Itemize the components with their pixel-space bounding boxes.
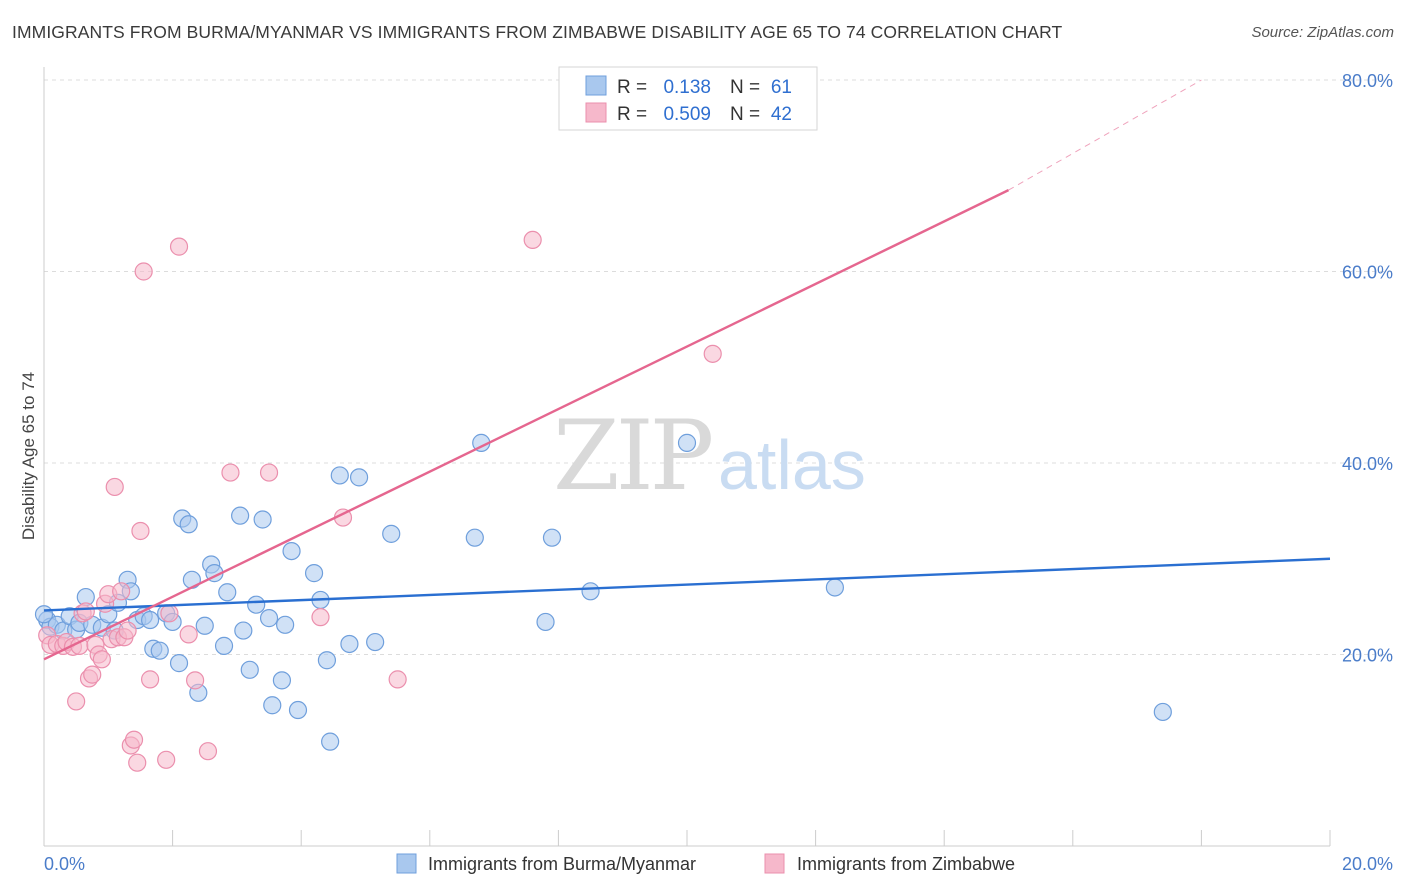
legend-r-label-zimbabwe: R = [617, 104, 647, 125]
legend-n-value-zimbabwe: 42 [771, 104, 792, 125]
zimbabwe-point [128, 753, 147, 772]
burma-point [140, 610, 160, 630]
burma-point [465, 528, 484, 547]
source-credit: Source: ZipAtlas.com [1251, 24, 1394, 41]
series-legend-swatch-burma [396, 853, 417, 874]
burma-point [214, 636, 234, 655]
burma-point [330, 466, 349, 485]
burma-point [272, 671, 292, 690]
legend-n-value-burma: 61 [771, 77, 792, 98]
burma-point [240, 660, 259, 679]
legend-swatch-zimbabwe [585, 102, 607, 123]
burma-point [234, 621, 253, 640]
burma-point [276, 615, 295, 634]
burma-point [218, 583, 237, 602]
zimbabwe-point [124, 730, 144, 749]
zimbabwe-trend-line [43, 189, 1010, 661]
y-tick-label: 60.0% [1342, 263, 1393, 283]
burma-point [259, 609, 279, 628]
burma-point [263, 696, 282, 715]
burma-point [231, 506, 250, 525]
x-tick-label: 20.0% [1342, 854, 1393, 874]
series-legend-label-burma: Immigrants from Burma/Myanmar [428, 854, 696, 874]
watermark: ZIP atlas [553, 400, 866, 512]
zimbabwe-point [157, 750, 176, 769]
correlation-legend: R = 0.138 N = 61 R = 0.509 N = 42 [558, 66, 818, 131]
zimbabwe-point [259, 463, 279, 482]
zimbabwe-point [179, 625, 198, 644]
watermark-zip: ZIP [553, 400, 712, 512]
x-tick-labels: 0.0% 20.0% [44, 854, 1393, 874]
burma-point [1153, 702, 1172, 722]
burma-point [195, 616, 214, 635]
y-tick-label: 80.0% [1342, 71, 1393, 91]
burma-point [321, 732, 340, 751]
burma-point [150, 641, 169, 660]
zimbabwe-point [140, 670, 160, 689]
burma-point [349, 468, 369, 487]
burma-point [282, 541, 301, 561]
zimbabwe-point [67, 692, 86, 711]
chart-title: IMMIGRANTS FROM BURMA/MYANMAR VS IMMIGRA… [12, 22, 1063, 42]
y-tick-label: 20.0% [1342, 646, 1393, 666]
burma-point [304, 564, 324, 583]
burma-point [317, 651, 337, 670]
series-legend-swatch-zimbabwe [764, 853, 785, 874]
zimbabwe-point [311, 608, 330, 627]
burma-trend-line [43, 557, 1331, 612]
burma-point [179, 515, 198, 534]
series-legend: Immigrants from Burma/Myanmar Immigrants… [396, 853, 1015, 874]
y-tick-labels: 20.0% 40.0% 60.0% 80.0% [1342, 71, 1393, 666]
zimbabwe-point [160, 604, 179, 623]
burma-point [366, 632, 385, 652]
burma-point [382, 524, 401, 543]
zimbabwe-point [76, 602, 95, 621]
zimbabwe-point [134, 262, 153, 281]
zimbabwe-point [221, 463, 240, 482]
zimbabwe-point [388, 670, 407, 689]
x-tick-label: 0.0% [44, 854, 85, 874]
y-axis-label: Disability Age 65 to 74 [19, 372, 38, 540]
legend-n-label-zimbabwe: N = [730, 104, 760, 125]
zimbabwe-point [118, 621, 137, 640]
burma-point [288, 700, 308, 720]
burma-point [253, 510, 272, 529]
legend-r-value-zimbabwe: 0.509 [663, 104, 711, 125]
burma-point [825, 578, 844, 597]
grid-layer [44, 79, 1392, 655]
zimbabwe-point [703, 344, 722, 363]
series-legend-label-zimbabwe: Immigrants from Zimbabwe [797, 854, 1015, 874]
burma-point [247, 595, 266, 614]
legend-n-label-burma: N = [730, 77, 760, 98]
burma-point [536, 612, 555, 632]
zimbabwe-point [198, 742, 218, 761]
watermark-atlas: atlas [718, 426, 866, 504]
legend-r-value-burma: 0.138 [663, 77, 711, 98]
axis-layer [43, 67, 1331, 847]
burma-points [34, 433, 1172, 751]
burma-point [542, 528, 562, 547]
burma-point [169, 654, 189, 673]
burma-point [581, 582, 600, 601]
zimbabwe-point [523, 230, 542, 250]
burma-point [340, 634, 359, 654]
zimbabwe-point [169, 237, 189, 256]
legend-r-label-burma: R = [617, 77, 647, 98]
zimbabwe-point [186, 671, 205, 690]
zimbabwe-points [38, 230, 722, 772]
zimbabwe-point [105, 477, 124, 497]
zimbabwe-trend-extension [1008, 79, 1202, 191]
zimbabwe-point [83, 665, 102, 684]
trend-lines [43, 79, 1331, 661]
burma-point [34, 605, 54, 624]
burma-point [677, 433, 697, 452]
y-tick-label: 40.0% [1342, 454, 1393, 474]
zimbabwe-point [131, 521, 150, 541]
zimbabwe-point [92, 650, 111, 669]
zimbabwe-point [112, 582, 131, 601]
legend-swatch-burma [585, 75, 607, 96]
